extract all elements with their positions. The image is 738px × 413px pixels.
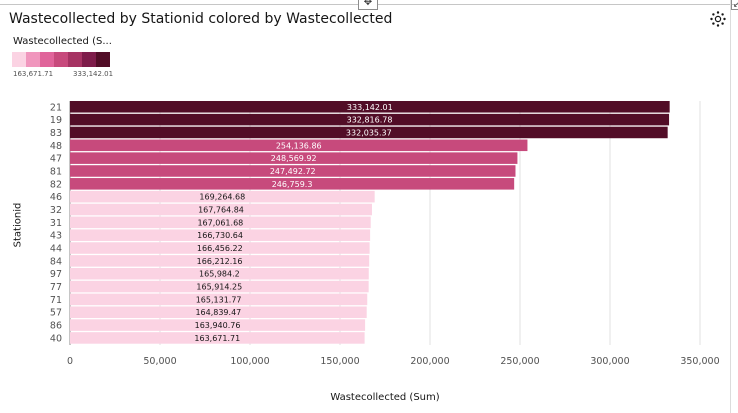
bar	[70, 178, 515, 190]
x-tick-label: 300,000	[590, 356, 629, 367]
bar-value-label: 166,212.16	[197, 257, 243, 266]
bar	[70, 267, 369, 280]
y-tick-label: 44	[50, 244, 62, 255]
bar-value-label: 166,456.22	[197, 244, 243, 253]
bar	[70, 101, 670, 113]
y-tick-label: 19	[50, 115, 62, 126]
bar	[70, 165, 516, 177]
bar	[70, 139, 528, 152]
minimize-icon[interactable]: ↙	[731, 0, 738, 10]
y-tick-label: 71	[50, 295, 62, 306]
legend-swatch	[68, 52, 82, 67]
legend-swatch	[26, 52, 40, 67]
move-handle-icon[interactable]: ✥	[358, 0, 378, 10]
x-tick-label: 0	[67, 356, 73, 367]
y-tick-label: 48	[50, 141, 62, 152]
x-tick-label: 350,000	[680, 356, 719, 367]
legend-min-label: 163,671.71	[13, 70, 54, 78]
x-tick-label: 100,000	[230, 356, 269, 367]
bar-value-label: 247,492.72	[270, 167, 316, 176]
y-tick-label: 84	[50, 256, 62, 267]
bar	[70, 203, 372, 216]
widget-right-border	[730, 0, 731, 413]
bar-value-label: 332,035.37	[346, 128, 392, 137]
legend-swatch	[96, 52, 110, 67]
bar-value-label: 246,759.3	[272, 180, 313, 189]
settings-icon[interactable]	[709, 10, 727, 28]
y-axis-label: Stationid	[12, 202, 24, 248]
x-tick-label: 50,000	[143, 356, 176, 367]
bar-value-label: 248,569.92	[271, 154, 317, 163]
y-tick-label: 82	[50, 179, 62, 190]
legend-title: Wastecollected (S...	[13, 36, 112, 47]
chart-title: Wastecollected by Stationid colored by W…	[9, 11, 393, 27]
bar	[70, 113, 670, 126]
bar-value-label: 165,914.25	[196, 283, 242, 292]
bar	[70, 255, 370, 267]
bar-value-label: 163,671.71	[194, 334, 240, 343]
y-tick-label: 83	[50, 128, 62, 139]
bar	[70, 229, 371, 241]
legend-swatch	[12, 52, 26, 67]
bar	[70, 242, 370, 254]
legend-swatch	[82, 52, 96, 67]
y-tick-label: 86	[50, 321, 62, 332]
y-tick-label: 81	[50, 166, 62, 177]
legend-swatch	[40, 52, 54, 67]
bar-value-label: 167,764.84	[198, 206, 244, 215]
bar	[70, 332, 365, 344]
bar-value-label: 165,984.2	[199, 270, 240, 279]
bar-value-label: 333,142.01	[347, 103, 393, 112]
x-tick-label: 200,000	[410, 356, 449, 367]
bar	[70, 216, 371, 229]
x-tick-label: 150,000	[320, 356, 359, 367]
y-tick-label: 97	[50, 269, 62, 280]
bar	[70, 293, 368, 306]
bar	[70, 126, 668, 139]
bar-value-label: 163,940.76	[195, 321, 241, 330]
y-tick-label: 46	[50, 192, 62, 203]
y-tick-label: 31	[50, 218, 62, 229]
bar-value-label: 332,816.78	[347, 116, 393, 125]
x-tick-label: 250,000	[500, 356, 539, 367]
y-tick-label: 77	[50, 282, 62, 293]
bar	[70, 152, 518, 164]
bar-value-label: 167,061.68	[197, 218, 243, 227]
bar-value-label: 165,131.77	[196, 295, 242, 304]
legend-swatch	[54, 52, 68, 67]
bar	[70, 190, 375, 203]
legend-max-label: 333,142.01	[73, 70, 114, 78]
bar-value-label: 164,839.47	[195, 308, 241, 317]
y-tick-label: 43	[50, 231, 62, 242]
y-tick-label: 57	[50, 308, 62, 319]
bar-value-label: 169,264.68	[199, 193, 245, 202]
color-legend	[12, 52, 110, 67]
y-tick-label: 32	[50, 205, 62, 216]
y-tick-label: 47	[50, 154, 62, 165]
y-tick-label: 21	[50, 102, 62, 113]
bar	[70, 306, 367, 319]
bar	[70, 280, 369, 293]
x-axis-label: Wastecollected (Sum)	[330, 392, 440, 403]
bar	[70, 319, 366, 331]
y-tick-label: 40	[50, 333, 62, 344]
bar-value-label: 166,730.64	[197, 231, 243, 240]
bar-value-label: 254,136.86	[276, 141, 322, 150]
